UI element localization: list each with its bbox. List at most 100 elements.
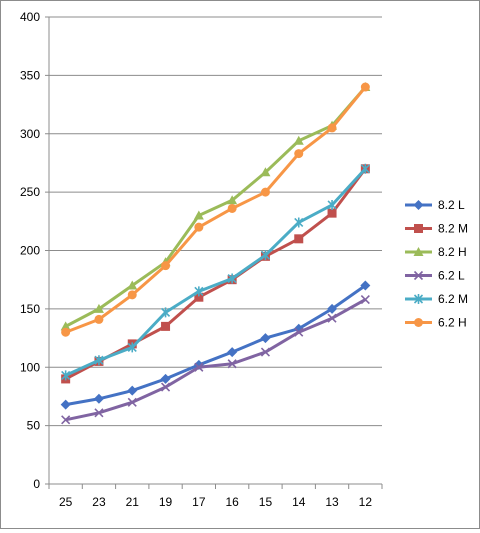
data-point (294, 234, 304, 244)
data-point (260, 187, 270, 197)
data-point (327, 303, 338, 314)
data-point (127, 342, 137, 353)
data-point (127, 290, 137, 300)
series-6-2-l (61, 294, 370, 425)
legend: 8.2 L 8.2 M 8.2 H 6.2 L 6.2 M 6.2 H (405, 198, 468, 330)
y-tick-label: 150 (20, 302, 40, 316)
series-6-2-m (61, 163, 370, 381)
legend-label: 8.2 M (438, 222, 468, 236)
data-point (127, 280, 138, 290)
data-point (160, 382, 171, 392)
series-6-2-h (61, 82, 370, 337)
data-point (194, 222, 204, 232)
data-point (60, 321, 71, 331)
data-point (260, 333, 271, 344)
data-point (327, 208, 337, 218)
x-tick-label: 21 (126, 495, 140, 509)
gridlines (49, 16, 382, 427)
data-point (227, 203, 237, 213)
y-tick-label: 400 (20, 10, 40, 24)
legend-entry: 8.2 L (405, 198, 465, 212)
data-point (360, 294, 370, 305)
legend-marker (414, 318, 423, 327)
x-tick-label: 15 (259, 495, 273, 509)
x-tick-label: 25 (59, 495, 73, 509)
data-point (160, 307, 171, 318)
x-tick-label: 19 (159, 495, 173, 509)
data-point (227, 195, 238, 205)
series-8-2-l (60, 280, 371, 410)
data-point (327, 123, 337, 133)
y-tick-label: 50 (27, 419, 41, 433)
series-8-2-h (60, 82, 371, 331)
data-point (160, 373, 171, 384)
series-line (64, 167, 367, 381)
data-point (360, 280, 371, 291)
data-point (294, 327, 304, 337)
legend-entry: 6.2 H (405, 316, 467, 330)
y-tick-label: 200 (20, 244, 40, 258)
x-tick-label: 14 (292, 495, 306, 509)
y-tick-label: 300 (20, 127, 40, 141)
data-point (360, 163, 370, 174)
legend-entry: 8.2 H (405, 245, 467, 259)
data-point (93, 393, 104, 404)
x-tick-label: 12 (359, 495, 373, 509)
legend-label: 6.2 L (438, 269, 465, 283)
data-point (61, 327, 71, 337)
legend-label: 6.2 M (438, 292, 468, 306)
data-point (61, 370, 71, 381)
y-tick-label: 0 (33, 477, 40, 491)
legend-entry: 6.2 L (405, 269, 465, 283)
series-8-2-m (61, 164, 370, 384)
y-tick-label: 100 (20, 360, 40, 374)
legend-marker (414, 224, 423, 233)
data-point (227, 359, 237, 369)
legend-label: 8.2 H (438, 245, 467, 259)
data-point (327, 313, 337, 323)
data-point (360, 82, 370, 92)
data-point (194, 286, 204, 297)
data-point (227, 273, 237, 284)
y-tick-label: 250 (20, 185, 40, 199)
data-point (327, 199, 337, 210)
data-point (227, 347, 238, 358)
series-line (65, 167, 367, 377)
data-point (194, 362, 204, 372)
data-point (61, 415, 71, 425)
x-tick-label: 23 (92, 495, 106, 509)
data-point (294, 149, 304, 159)
legend-label: 6.2 H (438, 316, 467, 330)
series-line (65, 86, 367, 334)
x-tick-label: 17 (192, 495, 206, 509)
legend-marker (413, 294, 424, 304)
y-tick-label: 350 (20, 68, 40, 82)
data-point (293, 135, 304, 145)
data-point (193, 210, 204, 220)
legend-marker (413, 270, 424, 281)
legend-label: 8.2 L (438, 198, 465, 212)
data-point (194, 292, 204, 302)
data-point (60, 399, 71, 410)
data-point (161, 261, 171, 271)
legend-entry: 6.2 M (405, 292, 468, 306)
data-point (94, 314, 104, 324)
series-line (65, 298, 367, 422)
series-line (65, 284, 367, 407)
data-point (260, 250, 271, 261)
data-point (93, 303, 104, 313)
data-point (161, 321, 171, 331)
data-point (127, 397, 137, 407)
x-tick-label: 16 (225, 495, 239, 509)
axes: 0 50 100 150 200 250 300 350 400 25 23 21 19 17 16 15 14… (20, 10, 383, 509)
x-tick-label: 13 (325, 495, 339, 509)
data-point (94, 355, 104, 366)
series-layer (60, 82, 371, 425)
data-point (294, 217, 304, 228)
series-line (64, 86, 367, 328)
data-point (260, 347, 271, 357)
data-point (94, 408, 104, 418)
legend-marker (413, 200, 424, 210)
